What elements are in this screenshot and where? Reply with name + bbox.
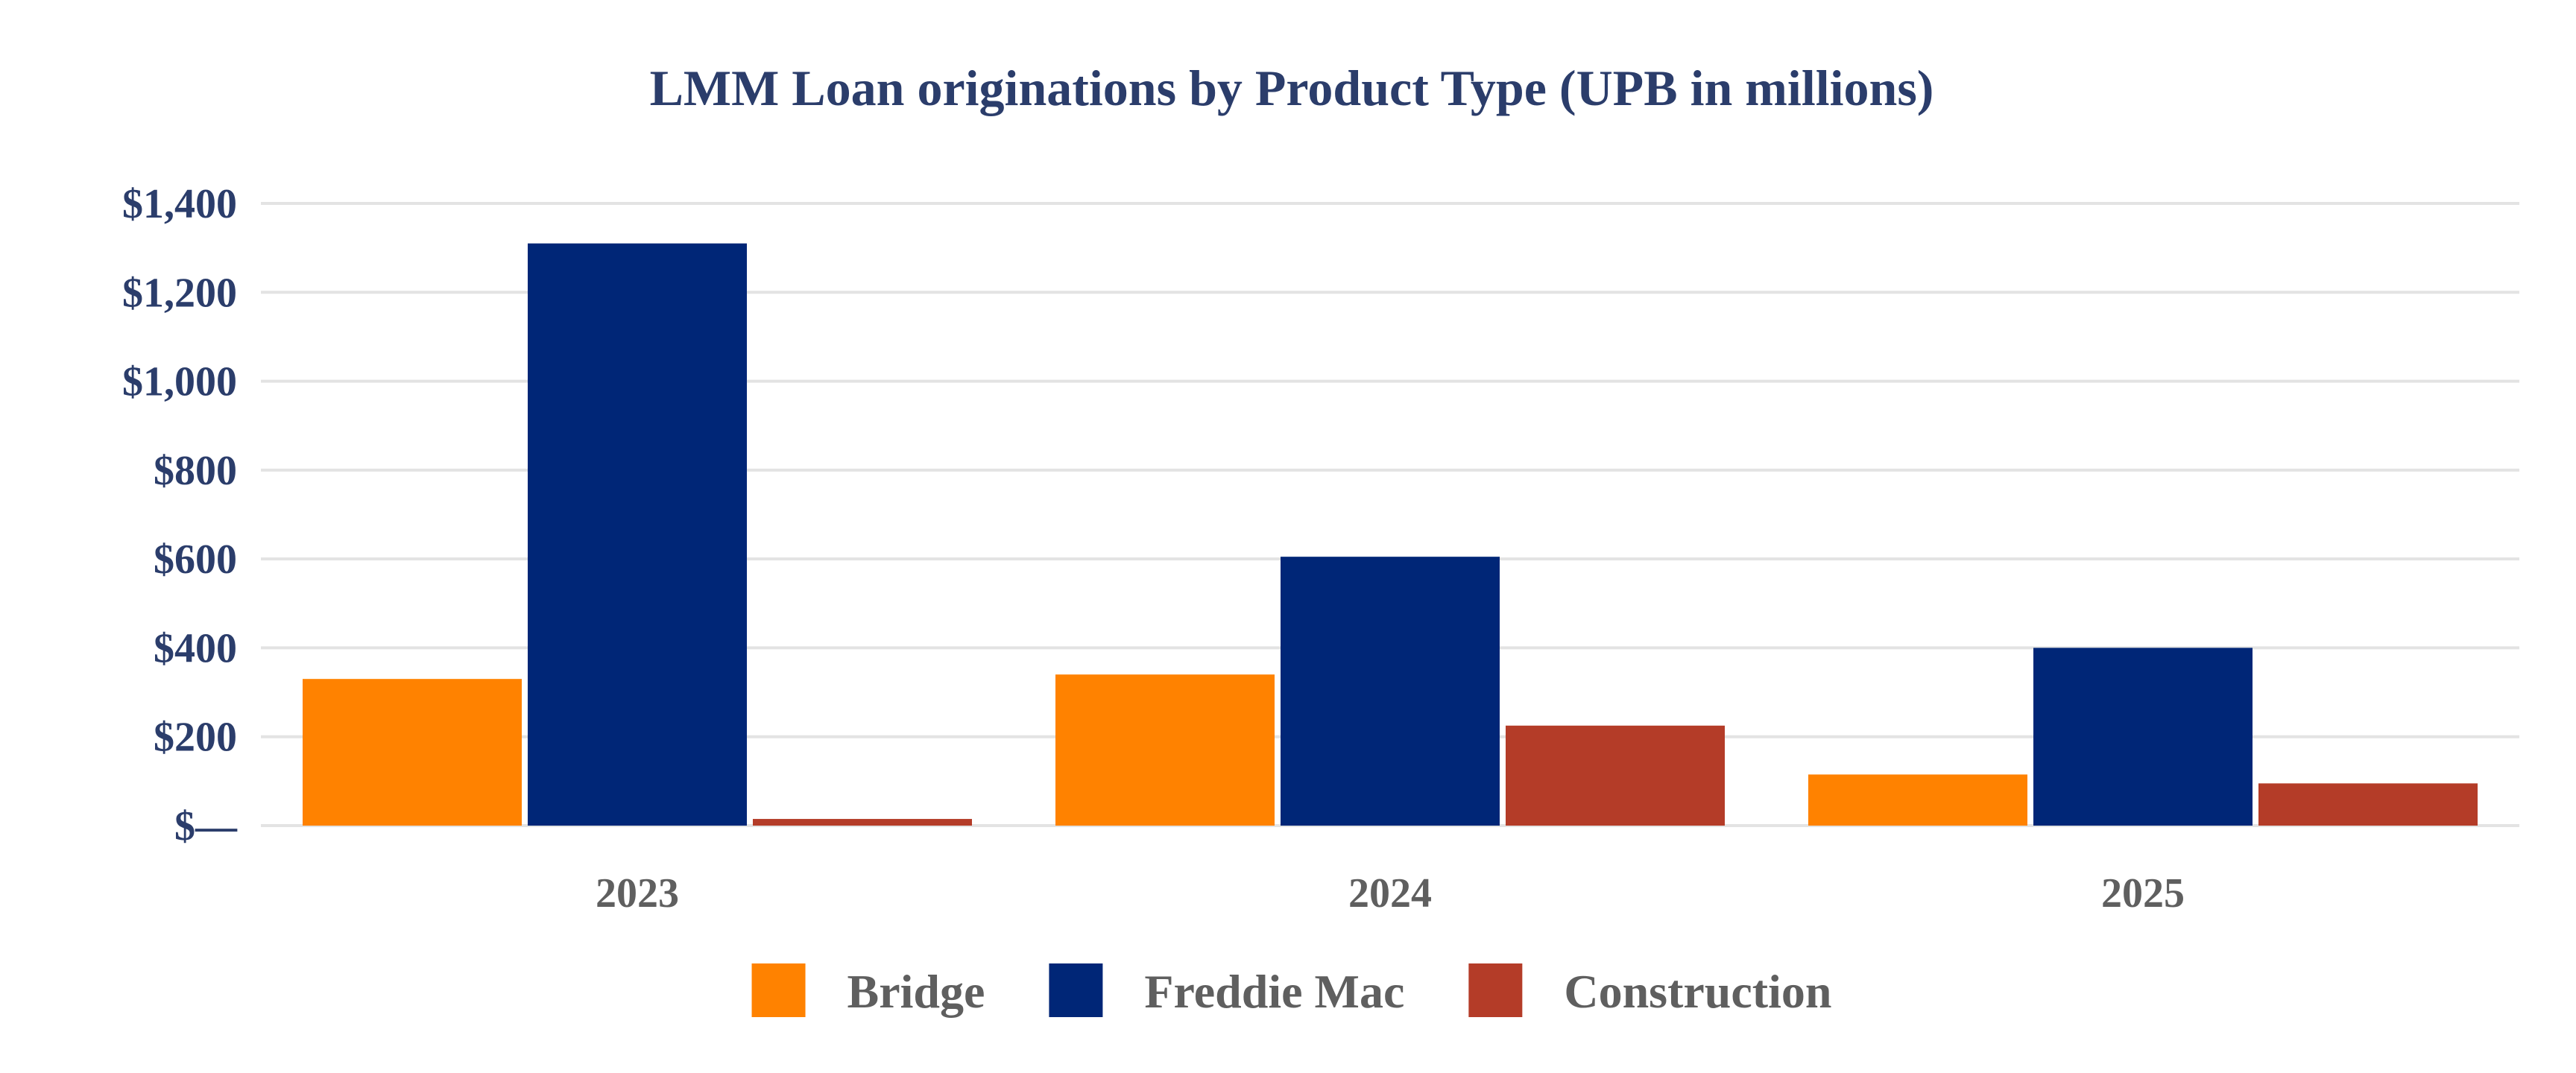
bar-construction-2025	[2258, 783, 2478, 826]
bar-freddie-mac-2025	[2033, 648, 2253, 826]
bar-bridge-2025	[1808, 774, 2027, 826]
y-axis: $— $200 $400 $600 $800 $1,000 $1,200 $1,400	[122, 181, 238, 849]
bar-bridge-2023	[303, 679, 522, 826]
y-tick-label: $1,000	[122, 359, 237, 405]
chart-title: LMM Loan originations by Product Type (U…	[650, 60, 1934, 116]
y-tick-label: $200	[154, 715, 237, 761]
legend-item-bridge: Bridge	[751, 963, 985, 1018]
bar-construction-2024	[1506, 725, 1725, 826]
bar-freddie-mac-2023	[528, 243, 747, 826]
y-tick-label: $1,400	[122, 181, 237, 227]
legend-swatch	[1468, 963, 1523, 1017]
legend-label: Bridge	[847, 965, 985, 1018]
bar-construction-2023	[753, 819, 972, 826]
legend-swatch	[751, 963, 806, 1017]
x-tick-label: 2023	[596, 870, 679, 917]
x-tick-label: 2025	[2101, 870, 2185, 917]
y-tick-label: $1,200	[122, 270, 237, 316]
bars	[303, 243, 2478, 826]
x-tick-label: 2024	[1348, 870, 1432, 917]
x-axis: 2023 2024 2025	[596, 870, 2185, 917]
y-tick-label: $800	[154, 448, 237, 494]
y-tick-label: $—	[174, 803, 238, 849]
y-tick-label: $400	[154, 625, 237, 671]
legend-label: Freddie Mac	[1144, 965, 1404, 1018]
legend-item-freddie-mac: Freddie Mac	[1049, 963, 1404, 1018]
y-tick-label: $600	[154, 536, 237, 583]
legend: Bridge Freddie Mac Construction	[751, 963, 1831, 1018]
legend-swatch	[1049, 963, 1103, 1017]
legend-item-construction: Construction	[1468, 963, 1831, 1018]
bar-freddie-mac-2024	[1281, 557, 1500, 826]
bar-bridge-2024	[1055, 674, 1275, 826]
legend-label: Construction	[1564, 965, 1831, 1018]
